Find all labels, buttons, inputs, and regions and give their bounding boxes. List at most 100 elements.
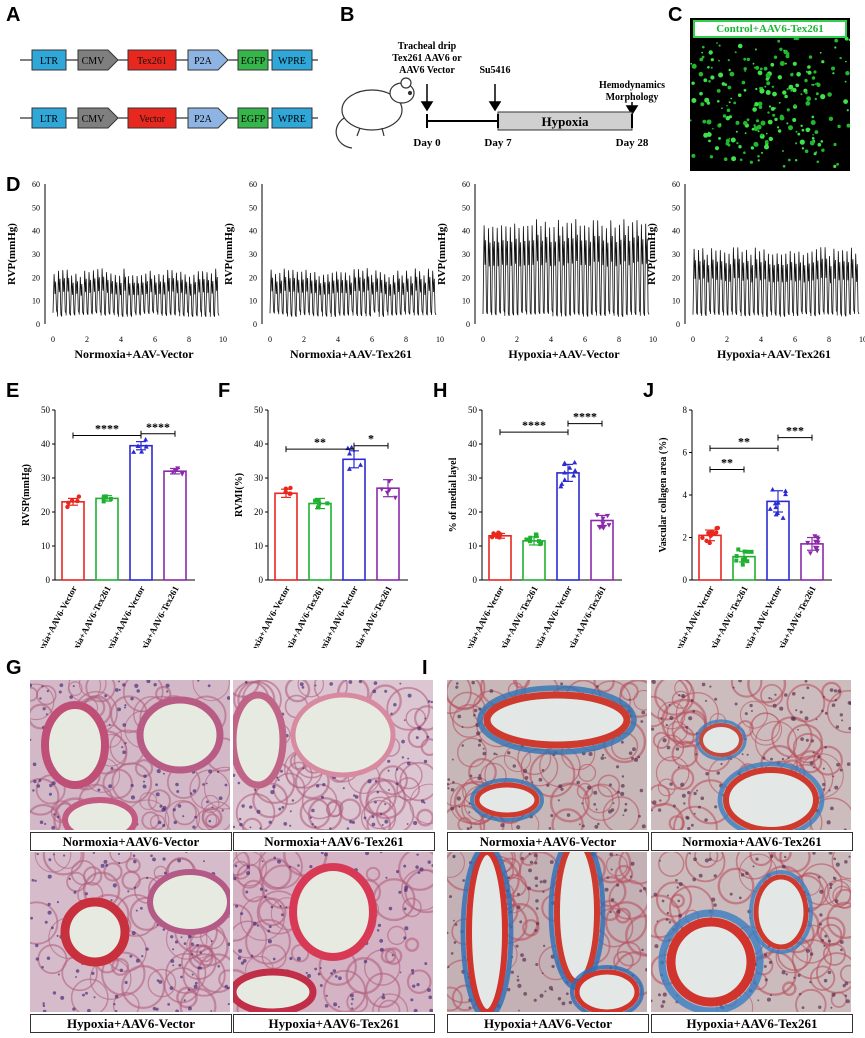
nucleus: [145, 947, 149, 951]
data-point: [812, 534, 818, 539]
data-point: [600, 516, 606, 522]
fluorescent-cell: [741, 80, 746, 85]
alveolar-wall: [297, 680, 325, 698]
fluorescent-cell: [767, 119, 773, 125]
alveolar-wall: [338, 798, 362, 822]
rvp-ytick: 30: [32, 250, 40, 259]
nucleus: [267, 939, 272, 944]
nucleus: [51, 781, 56, 786]
nucleus: [544, 990, 547, 993]
data-point: [606, 523, 612, 528]
nucleus: [401, 756, 405, 759]
nucleus: [259, 827, 262, 830]
nucleus: [452, 856, 455, 859]
nucleus: [651, 680, 656, 685]
nucleus: [377, 923, 382, 928]
nucleus: [659, 859, 661, 862]
nucleus: [417, 871, 421, 874]
nucleus: [837, 689, 841, 693]
nucleus: [523, 991, 528, 996]
alveolar-wall: [749, 852, 773, 867]
fluorescent-cell: [735, 120, 740, 125]
nucleus: [177, 858, 181, 863]
nucleus: [840, 948, 843, 952]
fluorescent-cell: [729, 71, 735, 77]
nucleus: [416, 983, 420, 987]
fluorescent-cell: [774, 117, 778, 122]
nucleus: [548, 827, 552, 830]
nucleus: [516, 892, 520, 896]
nucleus: [819, 922, 823, 926]
vessel: [136, 696, 224, 774]
fluorescent-cell: [801, 147, 805, 150]
histology-g-3: [30, 852, 230, 1012]
rvp-xtick: 10: [859, 335, 865, 344]
nucleus: [110, 899, 113, 902]
fluorescent-cell: [820, 94, 826, 100]
sig-label: ****: [522, 418, 546, 432]
alveolar-wall: [233, 903, 254, 942]
fluorescent-cell: [727, 85, 732, 90]
data-point: [172, 469, 178, 474]
construct-element: [187, 49, 229, 71]
bar-ytick: 30: [468, 473, 478, 483]
panel-label-c: C: [668, 4, 683, 26]
nucleus: [113, 1002, 116, 1006]
nucleus: [822, 767, 825, 770]
nucleus: [261, 860, 264, 863]
alveolar-wall: [584, 784, 614, 814]
nucleus: [273, 856, 276, 860]
alveolar-wall: [233, 852, 267, 887]
nucleus: [238, 948, 243, 953]
alveolar-wall: [614, 864, 634, 884]
rvp-xtick: 0: [481, 335, 485, 344]
data-point: [704, 538, 709, 544]
nucleus: [768, 960, 773, 964]
fluorescent-cell: [845, 71, 850, 76]
nucleus: [93, 996, 96, 999]
nucleus: [612, 802, 615, 805]
fluorescent-cell: [717, 100, 720, 103]
nucleus: [420, 799, 425, 803]
nucleus: [194, 981, 198, 985]
nucleus: [542, 890, 545, 893]
vessel: [147, 869, 230, 935]
construct-row-vector: LTR CMV Vector P2A EGFP WPRE: [20, 107, 318, 129]
fluorescent-cell: [751, 127, 755, 131]
fluorescent-cell: [699, 57, 704, 62]
alveolar-wall: [671, 690, 691, 709]
nucleus: [576, 780, 580, 785]
alveolar-wall: [345, 956, 383, 995]
nucleus: [122, 723, 127, 727]
nucleus: [376, 929, 380, 932]
fluorescent-cell: [710, 58, 714, 62]
fluorescent-cell: [704, 97, 710, 103]
fluorescent-cell: [726, 108, 731, 113]
data-point: [283, 486, 289, 491]
nucleus: [299, 682, 304, 687]
nucleus: [681, 793, 686, 798]
fluorescent-cell: [779, 61, 785, 66]
nucleus: [210, 940, 213, 943]
bar-ytick: 10: [468, 541, 478, 551]
fluorescent-cell: [724, 83, 728, 86]
alveolar-wall: [141, 811, 160, 830]
alveolar-wall: [747, 680, 787, 704]
fluorescent-cell: [702, 45, 705, 49]
nucleus: [385, 876, 388, 879]
nucleus: [447, 787, 450, 790]
fluorescent-cell: [796, 72, 801, 77]
alveolar-wall: [828, 878, 851, 909]
alveolar-wall: [365, 972, 401, 1008]
vessel-adventitia: [658, 909, 764, 1012]
construct-element-label: P2A: [194, 114, 213, 125]
nucleus: [637, 755, 641, 759]
fluorescent-cell: [786, 108, 790, 112]
nucleus: [363, 959, 368, 964]
nucleus: [534, 928, 538, 933]
nucleus: [146, 680, 151, 684]
nucleus: [826, 820, 831, 825]
fluorescence-label: Control+AAV6-Tex261: [693, 20, 847, 38]
nucleus: [458, 805, 461, 808]
nucleus: [454, 923, 458, 926]
